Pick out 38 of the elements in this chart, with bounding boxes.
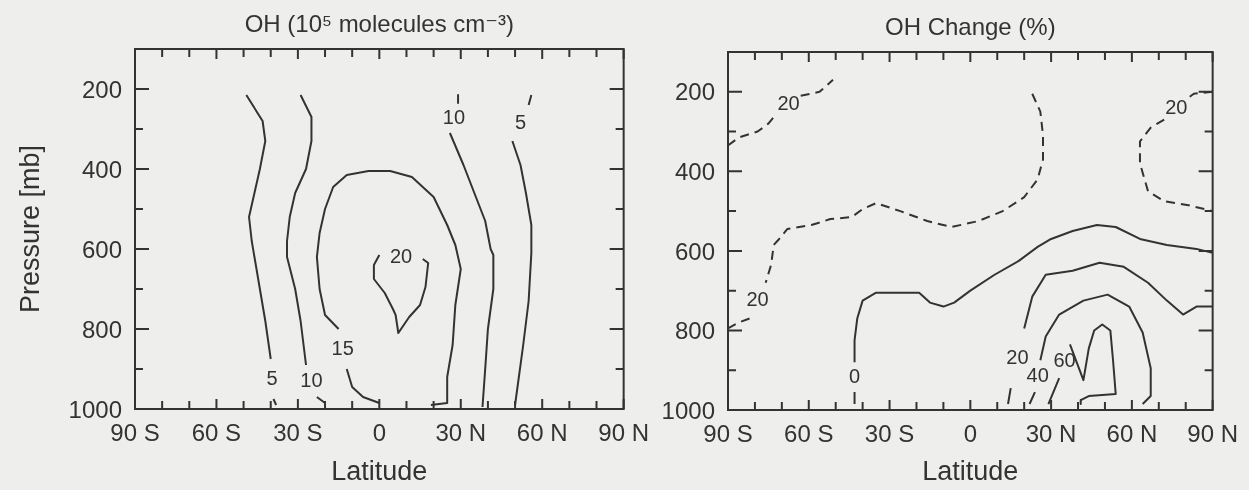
x-tick-label: 60 S xyxy=(784,420,834,448)
chart-title: OH Change (%) xyxy=(884,12,1056,40)
y-tick-label: 800 xyxy=(674,317,715,345)
series-label: 5 xyxy=(514,110,527,133)
series-label: 20 xyxy=(1006,345,1029,368)
series-label: 40 xyxy=(1026,363,1049,386)
x-tick-label: 30 N xyxy=(1025,420,1077,448)
series-label: 0 xyxy=(848,364,861,387)
series-label: 5 xyxy=(266,366,278,389)
x-tick-label: 30 N xyxy=(435,419,487,447)
y-tick-label: 200 xyxy=(81,75,122,103)
x-tick-label: 60 N xyxy=(516,419,568,447)
x-tick-label: 0 xyxy=(963,420,978,448)
y-tick-label: 200 xyxy=(674,78,715,106)
y-tick-label: 400 xyxy=(81,155,122,183)
x-tick-label: 90 N xyxy=(1187,420,1238,448)
series-label: 15 xyxy=(331,336,354,359)
x-tick-label: 60 S xyxy=(191,419,242,447)
series-label: 20 xyxy=(777,92,800,115)
y-axis-title: Pressure [mb] xyxy=(14,144,45,314)
x-tick-label: 30 S xyxy=(273,419,323,447)
chart-title: OH (10⁵ molecules cm⁻³) xyxy=(244,9,514,37)
series-label: 20 xyxy=(1165,96,1188,119)
x-tick-label: 30 S xyxy=(864,420,915,448)
series-label: 10 xyxy=(300,368,323,391)
y-tick-label: 800 xyxy=(81,315,122,343)
x-tick-label: 90 N xyxy=(598,419,649,447)
y-tick-label: 600 xyxy=(81,235,122,263)
y-tick-label: 600 xyxy=(674,237,715,265)
y-tick-label: 400 xyxy=(674,157,715,185)
x-axis-title: Latitude xyxy=(922,456,1019,487)
series-label: 60 xyxy=(1053,348,1076,371)
x-tick-label: 60 N xyxy=(1106,420,1158,448)
series-label: 20 xyxy=(746,288,769,311)
x-tick-label: 0 xyxy=(372,419,387,447)
series-label: 10 xyxy=(442,105,466,128)
x-axis-title: Latitude xyxy=(331,456,428,487)
series-label: 20 xyxy=(389,244,413,267)
